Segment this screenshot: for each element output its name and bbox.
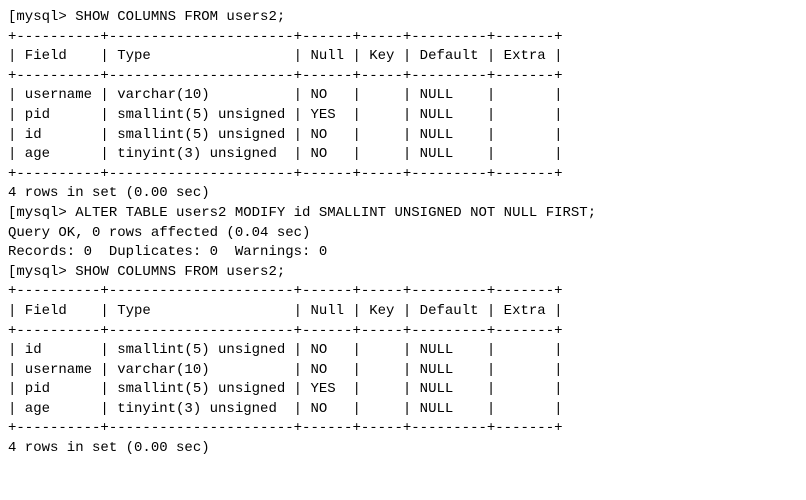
table-row: | age | tinyint(3) unsigned | NO | | NUL… bbox=[8, 145, 798, 165]
mysql-output: Records: 0 Duplicates: 0 Warnings: 0 bbox=[8, 243, 798, 263]
table-border: +----------+----------------------+-----… bbox=[8, 322, 798, 342]
table-header: | Field | Type | Null | Key | Default | … bbox=[8, 47, 798, 67]
table-border: +----------+----------------------+-----… bbox=[8, 67, 798, 87]
table-row: | age | tinyint(3) unsigned | NO | | NUL… bbox=[8, 400, 798, 420]
table-header: | Field | Type | Null | Key | Default | … bbox=[8, 302, 798, 322]
table-row: | id | smallint(5) unsigned | NO | | NUL… bbox=[8, 126, 798, 146]
table-row: | pid | smallint(5) unsigned | YES | | N… bbox=[8, 106, 798, 126]
table-border: +----------+----------------------+-----… bbox=[8, 419, 798, 439]
table-border: +----------+----------------------+-----… bbox=[8, 282, 798, 302]
table-row: | username | varchar(10) | NO | | NULL |… bbox=[8, 86, 798, 106]
mysql-terminal: [mysql> SHOW COLUMNS FROM users2;+------… bbox=[0, 0, 806, 459]
mysql-command: [mysql> SHOW COLUMNS FROM users2; bbox=[8, 8, 798, 28]
table-border: +----------+----------------------+-----… bbox=[8, 28, 798, 48]
table-footer: 4 rows in set (0.00 sec) bbox=[8, 439, 798, 459]
mysql-output: Query OK, 0 rows affected (0.04 sec) bbox=[8, 224, 798, 244]
mysql-command: [mysql> ALTER TABLE users2 MODIFY id SMA… bbox=[8, 204, 798, 224]
table-row: | pid | smallint(5) unsigned | YES | | N… bbox=[8, 380, 798, 400]
table-footer: 4 rows in set (0.00 sec) bbox=[8, 184, 798, 204]
table-border: +----------+----------------------+-----… bbox=[8, 165, 798, 185]
table-row: | id | smallint(5) unsigned | NO | | NUL… bbox=[8, 341, 798, 361]
table-row: | username | varchar(10) | NO | | NULL |… bbox=[8, 361, 798, 381]
mysql-command: [mysql> SHOW COLUMNS FROM users2; bbox=[8, 263, 798, 283]
